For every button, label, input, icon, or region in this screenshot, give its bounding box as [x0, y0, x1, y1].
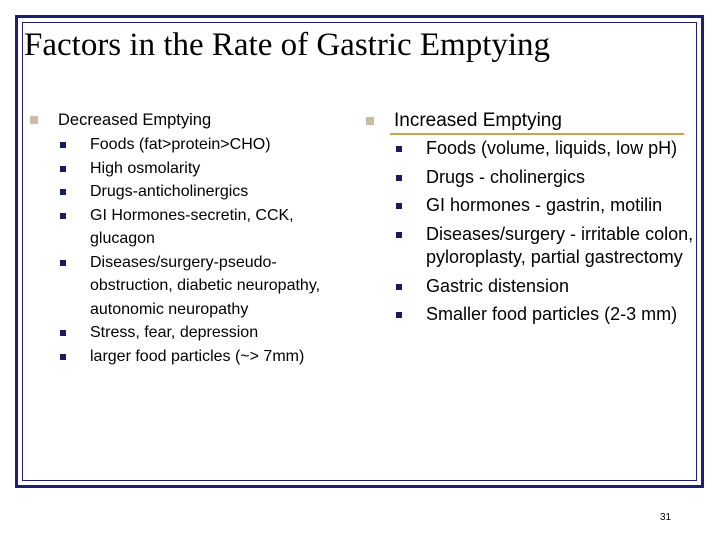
square-bullet-icon [60, 259, 66, 266]
slide-frame-inner [22, 22, 697, 481]
list-item: Foods (fat>protein>CHO) [60, 133, 355, 157]
list-item: Gastric distension [396, 275, 696, 299]
increased-emptying-column: Increased Emptying Foods (volume, liquid… [366, 109, 696, 332]
list-item: Foods (volume, liquids, low pH) [396, 137, 696, 161]
list-item: Diseases/surgery-pseudo-obstruction, dia… [60, 251, 355, 322]
square-bullet-icon [60, 189, 66, 195]
decreased-emptying-heading-row: Decreased Emptying [30, 109, 355, 131]
square-bullet-icon [396, 231, 402, 238]
list-item: Stress, fear, depression [60, 321, 355, 345]
square-bullet-icon [60, 212, 66, 219]
square-bullet-icon [60, 330, 66, 336]
square-bullet-icon [30, 116, 38, 124]
slide-frame-outer [15, 15, 704, 488]
list-item: Drugs - cholinergics [396, 166, 696, 190]
square-bullet-icon [396, 174, 402, 181]
square-bullet-icon [396, 146, 402, 152]
decreased-emptying-heading: Decreased Emptying [58, 111, 212, 129]
square-bullet-icon [396, 203, 402, 209]
increased-emptying-list: Foods (volume, liquids, low pH) Drugs - … [366, 137, 696, 327]
slide-title: Factors in the Rate of Gastric Emptying [24, 27, 551, 63]
square-bullet-icon [366, 117, 374, 125]
list-item: Smaller food particles (2-3 mm) [396, 303, 696, 327]
heading-underline [390, 133, 684, 135]
list-item: GI hormones - gastrin, motilin [396, 194, 696, 218]
square-bullet-icon [396, 312, 402, 318]
square-bullet-icon [396, 283, 402, 290]
square-bullet-icon [60, 165, 66, 172]
list-item: Drugs-anticholinergics [60, 180, 355, 204]
list-item: Diseases/surgery - irritable colon, pylo… [396, 223, 696, 270]
list-item: larger food particles (~> 7mm) [60, 345, 355, 369]
increased-emptying-heading-row: Increased Emptying [366, 109, 696, 133]
square-bullet-icon [60, 142, 66, 148]
page-number: 31 [660, 512, 672, 523]
decreased-emptying-list: Foods (fat>protein>CHO) High osmolarity … [30, 133, 355, 368]
list-item: GI Hormones-secretin, CCK, glucagon [60, 204, 355, 251]
decreased-emptying-column: Decreased Emptying Foods (fat>protein>CH… [30, 109, 355, 368]
square-bullet-icon [60, 353, 66, 360]
increased-emptying-heading: Increased Emptying [394, 110, 562, 131]
list-item: High osmolarity [60, 157, 355, 181]
